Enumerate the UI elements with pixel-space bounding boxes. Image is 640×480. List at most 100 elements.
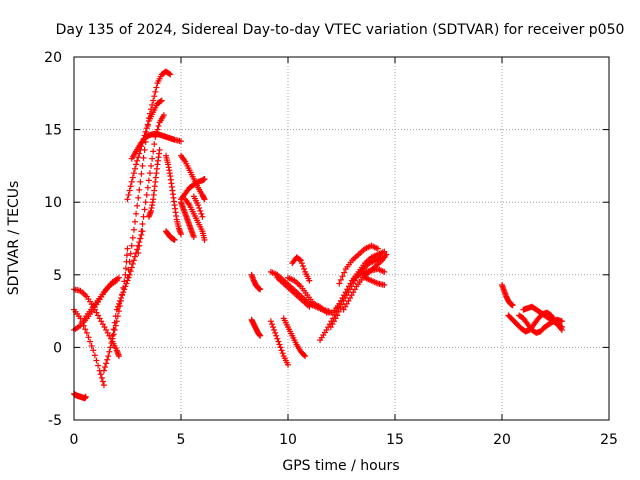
data-point [257, 332, 264, 339]
data-point [100, 367, 107, 374]
data-point [137, 178, 144, 185]
data-point [105, 353, 112, 360]
data-point [109, 332, 116, 339]
data-point [125, 191, 132, 198]
data-point [257, 286, 264, 293]
data-point [135, 194, 142, 201]
x-tick-label: 25 [600, 432, 618, 448]
data-point [117, 297, 124, 304]
data-point [381, 281, 388, 288]
data-point [91, 352, 98, 359]
data-point [299, 263, 306, 270]
data-point [131, 165, 138, 172]
data-point [130, 226, 137, 233]
axis-ticks: 0 5 10 15 20 25 -5 0 5 10 15 20 [44, 50, 618, 448]
data-point [139, 220, 146, 227]
data-point [126, 187, 133, 194]
data-point [139, 162, 146, 169]
data-point [98, 374, 105, 381]
data-point [108, 340, 115, 347]
data-point [97, 371, 104, 378]
data-point [178, 231, 184, 238]
data-point [99, 378, 106, 385]
data-point [273, 332, 280, 339]
data-point [302, 353, 309, 360]
data-point [103, 360, 110, 367]
data-point [201, 175, 208, 182]
x-tick-label: 5 [177, 432, 186, 448]
data-point [121, 286, 128, 293]
data-point [113, 306, 120, 313]
data-point [106, 348, 113, 355]
data-point [130, 170, 137, 177]
x-tick-label: 10 [279, 432, 297, 448]
data-point [125, 266, 132, 273]
data-point [145, 177, 152, 184]
data-point [151, 141, 158, 148]
data-point [178, 138, 184, 145]
data-point [374, 245, 381, 252]
data-point [337, 305, 344, 312]
y-tick-label: 10 [44, 195, 62, 211]
data-point [166, 70, 173, 77]
data-point [167, 71, 174, 78]
data-point [201, 196, 208, 203]
data-point [558, 318, 565, 325]
data-point [82, 326, 89, 333]
data-point [160, 112, 167, 119]
data-point [336, 280, 343, 287]
data-point [198, 210, 205, 217]
data-point [267, 318, 274, 325]
data-point [150, 97, 157, 104]
data-point [135, 250, 142, 257]
data-point [151, 93, 158, 100]
data-point [129, 234, 136, 241]
data-point [146, 170, 153, 177]
data-point [298, 260, 305, 267]
data-point [306, 277, 313, 284]
data-point [119, 292, 126, 299]
data-point [333, 308, 340, 315]
data-point [272, 329, 279, 336]
data-point [107, 344, 114, 351]
data-point [296, 256, 303, 263]
data-point [85, 334, 92, 341]
data-point [270, 324, 277, 331]
data-point [140, 154, 147, 161]
data-point [153, 84, 160, 91]
data-point [274, 335, 281, 342]
data-point [133, 210, 140, 217]
data-point [509, 302, 516, 309]
y-tick-label: 20 [44, 50, 62, 66]
data-point [130, 257, 137, 264]
data-point [195, 202, 202, 209]
data-point [341, 269, 348, 276]
y-axis-label: SDTVAR / TECUs [6, 181, 22, 296]
data-point [171, 236, 178, 243]
data-point [115, 300, 122, 307]
data-point [155, 122, 162, 129]
data-point [110, 326, 117, 333]
data-point [123, 252, 130, 259]
data-point [339, 273, 346, 280]
y-tick-label: -5 [48, 413, 62, 429]
data-point [118, 295, 125, 302]
data-point [297, 257, 304, 264]
data-point [558, 326, 565, 333]
data-point [122, 283, 129, 290]
data-point [335, 308, 342, 315]
data-point [381, 268, 388, 275]
data-point [127, 250, 134, 257]
data-point [131, 253, 138, 260]
data-point [149, 155, 156, 162]
data-point [157, 98, 164, 105]
data-point [128, 264, 135, 271]
data-point [90, 347, 97, 354]
data-point [88, 342, 95, 349]
data-point [142, 199, 149, 206]
data-point [115, 353, 122, 360]
grid [74, 57, 609, 420]
x-tick-label: 0 [70, 432, 79, 448]
data-point [127, 183, 134, 190]
